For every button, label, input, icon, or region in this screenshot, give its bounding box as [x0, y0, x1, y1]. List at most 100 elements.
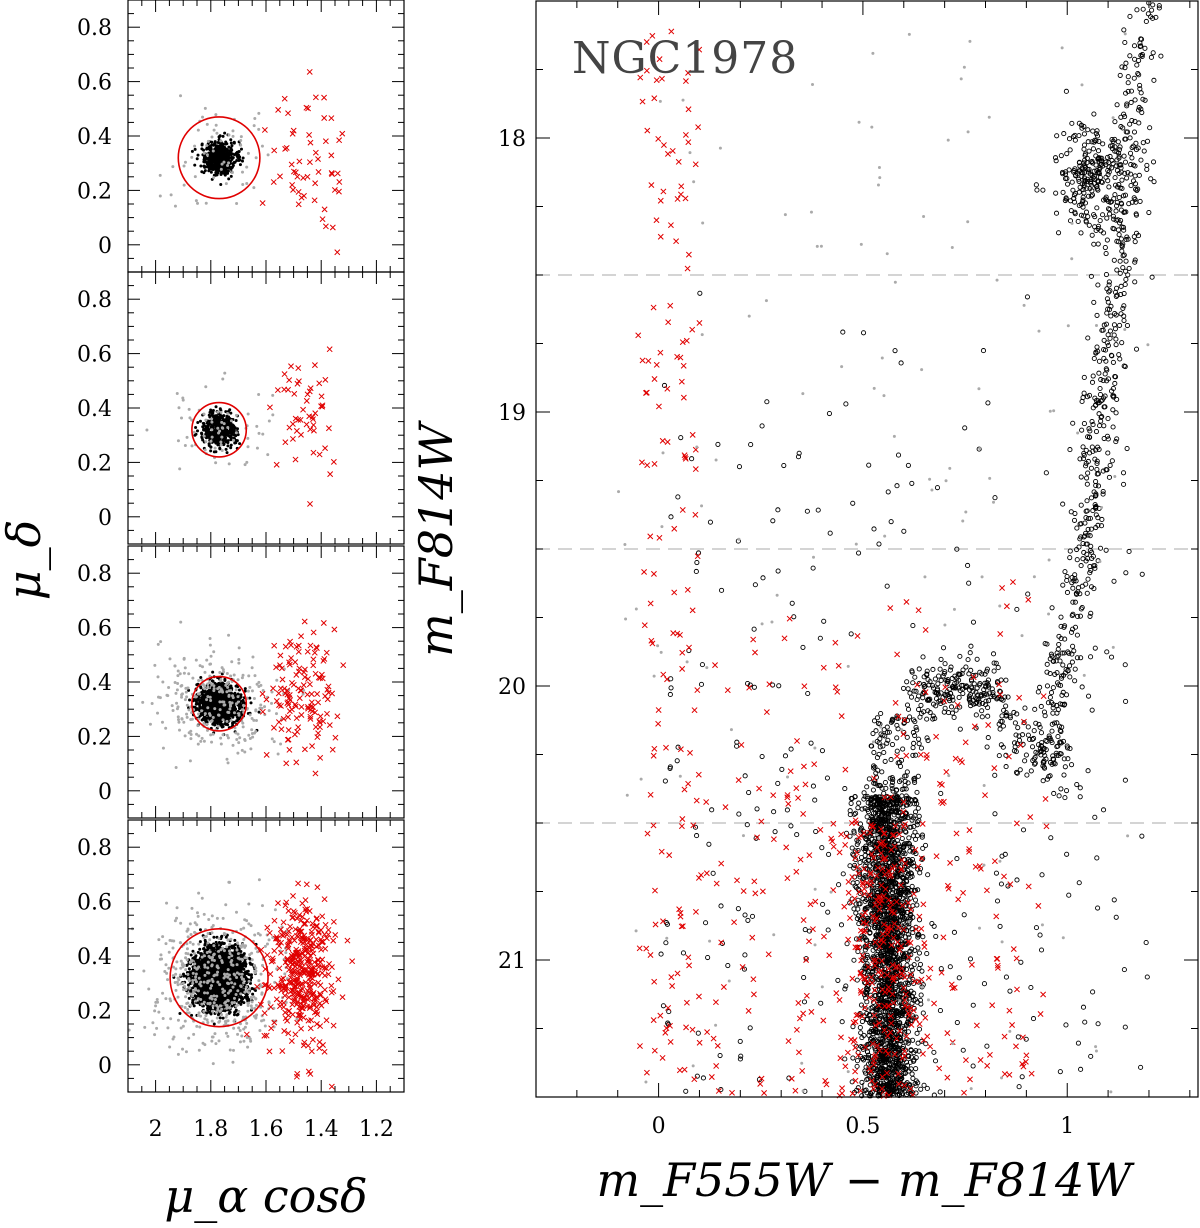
data-point	[321, 94, 328, 101]
data-point	[307, 642, 314, 649]
data-point	[219, 943, 223, 947]
data-point	[312, 410, 319, 417]
data-point	[332, 734, 339, 741]
data-point	[212, 128, 216, 132]
data-point	[226, 425, 230, 429]
data-point	[198, 419, 202, 423]
data-point	[232, 141, 236, 145]
data-point	[204, 440, 208, 444]
data-point	[202, 428, 206, 432]
data-point	[209, 705, 213, 709]
data-point	[271, 724, 277, 731]
data-point	[214, 157, 218, 161]
data-point	[190, 444, 194, 448]
data-point	[178, 467, 182, 471]
data-point	[231, 423, 235, 427]
data-point	[293, 715, 300, 722]
data-point	[216, 163, 220, 167]
data-point	[233, 938, 237, 942]
data-point	[212, 158, 216, 162]
data-point	[300, 174, 307, 181]
data-point	[281, 95, 288, 102]
data-point	[237, 646, 241, 650]
data-point	[232, 160, 236, 164]
data-point	[171, 165, 175, 169]
data-point	[191, 676, 195, 680]
data-point	[216, 161, 220, 165]
data-point	[193, 163, 197, 167]
data-point	[203, 687, 207, 691]
data-point	[156, 675, 160, 679]
data-point	[266, 153, 270, 157]
data-point	[177, 406, 181, 410]
data-point	[326, 346, 333, 353]
data-point	[188, 759, 192, 763]
data-point	[214, 166, 218, 170]
data-point	[317, 713, 324, 720]
data-point	[196, 128, 200, 132]
data-point	[218, 671, 222, 675]
y-tick-label: 0	[98, 506, 112, 531]
pm-frame	[127, 0, 405, 273]
data-point	[241, 725, 245, 729]
data-point	[246, 151, 250, 155]
data-point	[198, 692, 202, 696]
data-point	[237, 1001, 241, 1005]
data-point	[245, 165, 249, 169]
data-point	[232, 673, 236, 677]
data-point	[199, 686, 203, 690]
pm-series	[158, 94, 270, 208]
data-point	[212, 689, 216, 693]
data-point	[178, 672, 182, 676]
data-point	[216, 166, 220, 170]
data-point	[222, 422, 226, 426]
data-point	[212, 1022, 216, 1026]
data-point	[236, 156, 240, 160]
data-point	[311, 362, 318, 369]
data-point	[210, 679, 214, 683]
data-point	[277, 685, 284, 692]
data-point	[223, 172, 227, 176]
data-point	[188, 698, 192, 702]
data-point	[195, 732, 199, 736]
data-point	[289, 181, 296, 188]
data-point	[229, 719, 233, 723]
data-point	[203, 106, 207, 110]
data-point	[195, 157, 199, 161]
data-point	[194, 199, 198, 203]
data-point	[230, 660, 234, 664]
data-point	[275, 690, 282, 697]
data-point	[210, 435, 214, 439]
data-point	[209, 654, 213, 658]
data-point	[328, 152, 335, 159]
data-point	[176, 674, 180, 678]
data-point	[227, 153, 231, 157]
data-point	[230, 155, 234, 159]
data-point	[220, 449, 224, 453]
data-point	[254, 708, 258, 712]
data-point	[179, 94, 183, 98]
data-point	[222, 160, 226, 164]
data-point	[160, 720, 164, 724]
data-point	[307, 139, 314, 146]
data-point	[277, 173, 283, 180]
data-point	[292, 456, 299, 463]
data-point	[225, 690, 229, 694]
data-point	[206, 161, 210, 165]
data-point	[295, 648, 302, 655]
data-point	[197, 712, 201, 716]
data-point	[200, 170, 204, 174]
data-point	[200, 147, 204, 151]
data-point	[271, 147, 278, 154]
data-point	[188, 416, 192, 420]
data-point	[220, 426, 224, 430]
data-point	[148, 722, 152, 726]
data-point	[199, 675, 203, 679]
data-point	[187, 731, 191, 735]
data-point	[200, 432, 204, 436]
data-point	[220, 435, 224, 439]
data-point	[293, 643, 300, 650]
data-point	[182, 657, 186, 661]
data-point	[223, 697, 227, 701]
data-point	[182, 671, 186, 675]
